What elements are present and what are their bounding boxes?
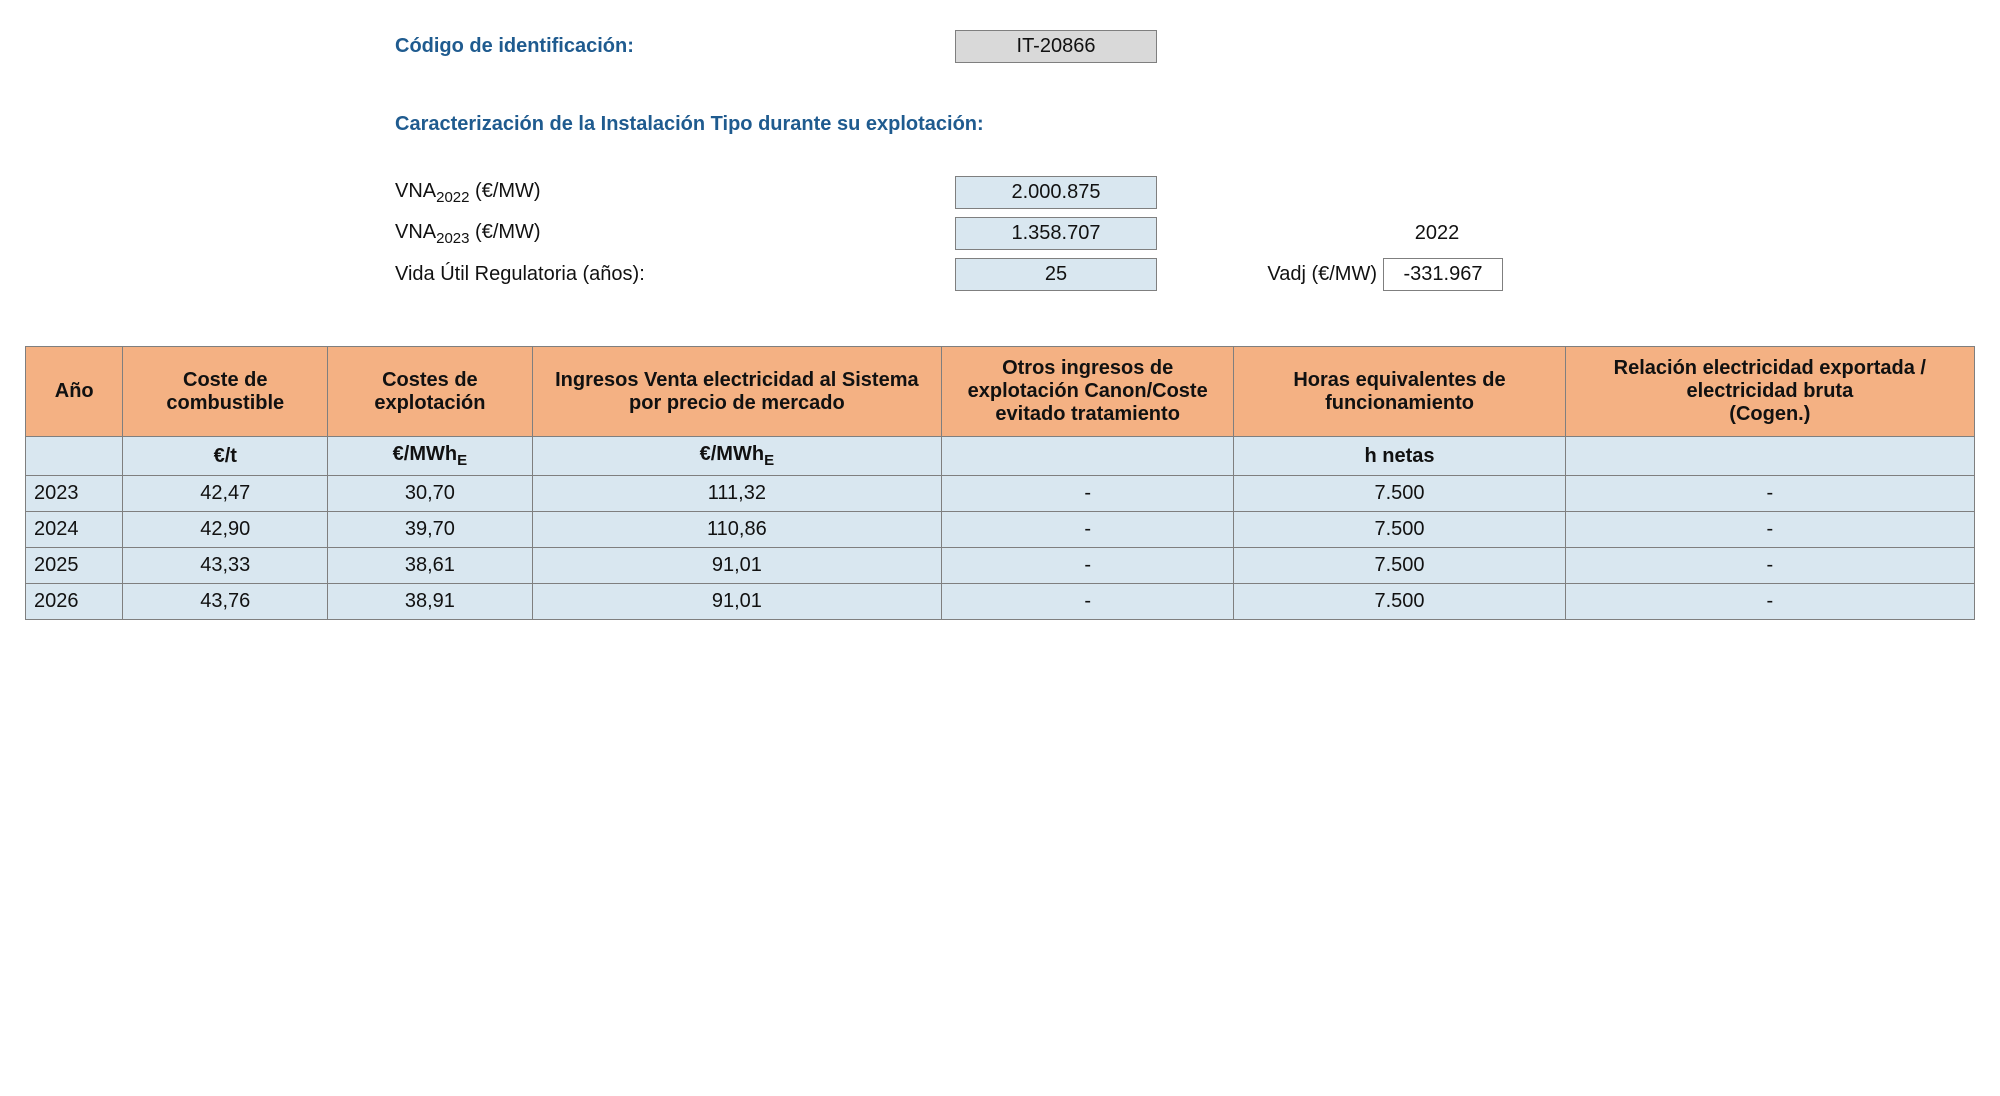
params-block: VNA2022 (€/MW) 2.000.875 VNA2023 (€/MW) … [395, 176, 1975, 291]
u-horas: h netas [1234, 437, 1565, 476]
cell-rel: - [1565, 548, 1974, 584]
cell-ingr: 91,01 [532, 584, 941, 620]
side-year: 2022 [1377, 222, 1497, 245]
cell-rel: - [1565, 512, 1974, 548]
col-ingr: Ingresos Venta electricidad al Sistema p… [532, 347, 941, 437]
vna2022-label-post: (€/MW) [470, 180, 541, 202]
id-value-box: IT-20866 [955, 30, 1157, 63]
u-ingr-sub: E [764, 452, 774, 469]
cell-otros: - [942, 512, 1234, 548]
u-rel [1565, 437, 1974, 476]
u-comb: €/t [123, 437, 328, 476]
cell-expl: 30,70 [328, 476, 533, 512]
cell-comb: 42,47 [123, 476, 328, 512]
vida-row: Vida Útil Regulatoria (años): 25 Vadj (€… [395, 258, 1975, 291]
vadj-label: Vadj (€/MW) [1227, 263, 1383, 286]
vadj-value: -331.967 [1383, 258, 1503, 291]
vida-value: 25 [955, 258, 1157, 291]
u-expl: €/MWhE [328, 437, 533, 476]
cell-year: 2026 [26, 584, 123, 620]
cell-expl: 38,61 [328, 548, 533, 584]
u-expl-txt: €/MWh [393, 443, 457, 465]
vna2022-label: VNA2022 (€/MW) [395, 180, 955, 206]
header-row: Año Coste de combustible Costes de explo… [26, 347, 1975, 437]
cell-year: 2025 [26, 548, 123, 584]
cell-horas: 7.500 [1234, 476, 1565, 512]
table-body: €/t €/MWhE €/MWhE h netas 2023 42,47 30,… [26, 437, 1975, 620]
u-ingr: €/MWhE [532, 437, 941, 476]
cell-horas: 7.500 [1234, 584, 1565, 620]
id-label: Código de identificación: [395, 35, 955, 58]
vna2023-label: VNA2023 (€/MW) [395, 221, 955, 247]
vna2023-label-post: (€/MW) [470, 221, 541, 243]
table-row: 2023 42,47 30,70 111,32 - 7.500 - [26, 476, 1975, 512]
vna2023-row: VNA2023 (€/MW) 1.358.707 2022 [395, 217, 1975, 250]
table-row: 2025 43,33 38,61 91,01 - 7.500 - [26, 548, 1975, 584]
col-rel-l2: (Cogen.) [1729, 403, 1810, 425]
units-row: €/t €/MWhE €/MWhE h netas [26, 437, 1975, 476]
cell-comb: 43,76 [123, 584, 328, 620]
vna2023-sub: 2023 [436, 230, 469, 247]
cell-ingr: 110,86 [532, 512, 941, 548]
col-otros: Otros ingresos de explotación Canon/Cost… [942, 347, 1234, 437]
cell-rel: - [1565, 476, 1974, 512]
vadj-row: Vadj (€/MW) -331.967 [1227, 258, 1503, 291]
vna2023-label-pre: VNA [395, 221, 436, 243]
cell-horas: 7.500 [1234, 548, 1565, 584]
cell-year: 2024 [26, 512, 123, 548]
u-ano [26, 437, 123, 476]
cell-rel: - [1565, 584, 1974, 620]
col-rel: Relación electricidad exportada / electr… [1565, 347, 1974, 437]
cell-year: 2023 [26, 476, 123, 512]
col-ano: Año [26, 347, 123, 437]
table-head: Año Coste de combustible Costes de explo… [26, 347, 1975, 437]
cell-ingr: 111,32 [532, 476, 941, 512]
table-row: 2026 43,76 38,91 91,01 - 7.500 - [26, 584, 1975, 620]
cell-horas: 7.500 [1234, 512, 1565, 548]
cell-expl: 38,91 [328, 584, 533, 620]
u-expl-sub: E [457, 452, 467, 469]
vna2022-row: VNA2022 (€/MW) 2.000.875 [395, 176, 1975, 209]
cell-ingr: 91,01 [532, 548, 941, 584]
cell-otros: - [942, 584, 1234, 620]
vna2022-sub: 2022 [436, 189, 469, 206]
id-row: Código de identificación: IT-20866 [395, 30, 1975, 63]
cell-comb: 42,90 [123, 512, 328, 548]
cell-expl: 39,70 [328, 512, 533, 548]
col-rel-l1: Relación electricidad exportada / electr… [1614, 357, 1926, 402]
cell-comb: 43,33 [123, 548, 328, 584]
u-ingr-txt: €/MWh [700, 443, 764, 465]
section-title: Caracterización de la Instalación Tipo d… [395, 113, 1975, 136]
col-horas: Horas equivalentes de funcionamiento [1234, 347, 1565, 437]
cell-otros: - [942, 476, 1234, 512]
vna2022-value: 2.000.875 [955, 176, 1157, 209]
table-row: 2024 42,90 39,70 110,86 - 7.500 - [26, 512, 1975, 548]
cell-otros: - [942, 548, 1234, 584]
u-otros [942, 437, 1234, 476]
vna2023-value: 1.358.707 [955, 217, 1157, 250]
col-comb: Coste de combustible [123, 347, 328, 437]
vida-label: Vida Útil Regulatoria (años): [395, 263, 955, 286]
header-block: Código de identificación: IT-20866 [395, 30, 1975, 63]
vna2022-label-pre: VNA [395, 180, 436, 202]
col-expl: Costes de explotación [328, 347, 533, 437]
data-table: Año Coste de combustible Costes de explo… [25, 346, 1975, 620]
